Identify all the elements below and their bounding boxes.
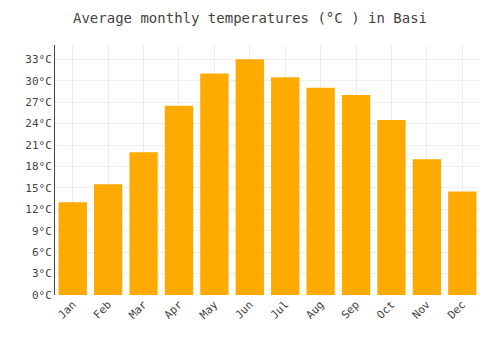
svg-text:18°C: 18°C: [25, 160, 52, 173]
svg-text:0°C: 0°C: [32, 289, 52, 302]
svg-text:24°C: 24°C: [25, 117, 52, 130]
svg-text:Average monthly temperatures (: Average monthly temperatures (°C ) in Ba…: [73, 10, 427, 26]
svg-text:21°C: 21°C: [25, 139, 52, 152]
svg-text:30°C: 30°C: [25, 75, 52, 88]
svg-text:Oct: Oct: [374, 298, 397, 321]
svg-text:Apr: Apr: [162, 298, 186, 322]
svg-text:6°C: 6°C: [32, 246, 52, 259]
svg-text:3°C: 3°C: [32, 267, 52, 280]
svg-text:Aug: Aug: [303, 298, 326, 321]
svg-text:Dec: Dec: [445, 298, 468, 321]
svg-text:12°C: 12°C: [25, 203, 52, 216]
svg-text:27°C: 27°C: [25, 96, 52, 109]
svg-text:May: May: [197, 298, 221, 322]
svg-text:Sep: Sep: [339, 298, 362, 321]
svg-text:Mar: Mar: [126, 298, 150, 322]
svg-text:Nov: Nov: [410, 298, 434, 322]
svg-text:33°C: 33°C: [25, 53, 52, 66]
svg-text:Jan: Jan: [55, 298, 78, 321]
svg-text:Jun: Jun: [233, 298, 256, 321]
svg-text:9°C: 9°C: [32, 225, 52, 238]
svg-text:Jul: Jul: [268, 298, 291, 321]
svg-text:Feb: Feb: [91, 298, 114, 321]
svg-text:15°C: 15°C: [25, 182, 52, 195]
